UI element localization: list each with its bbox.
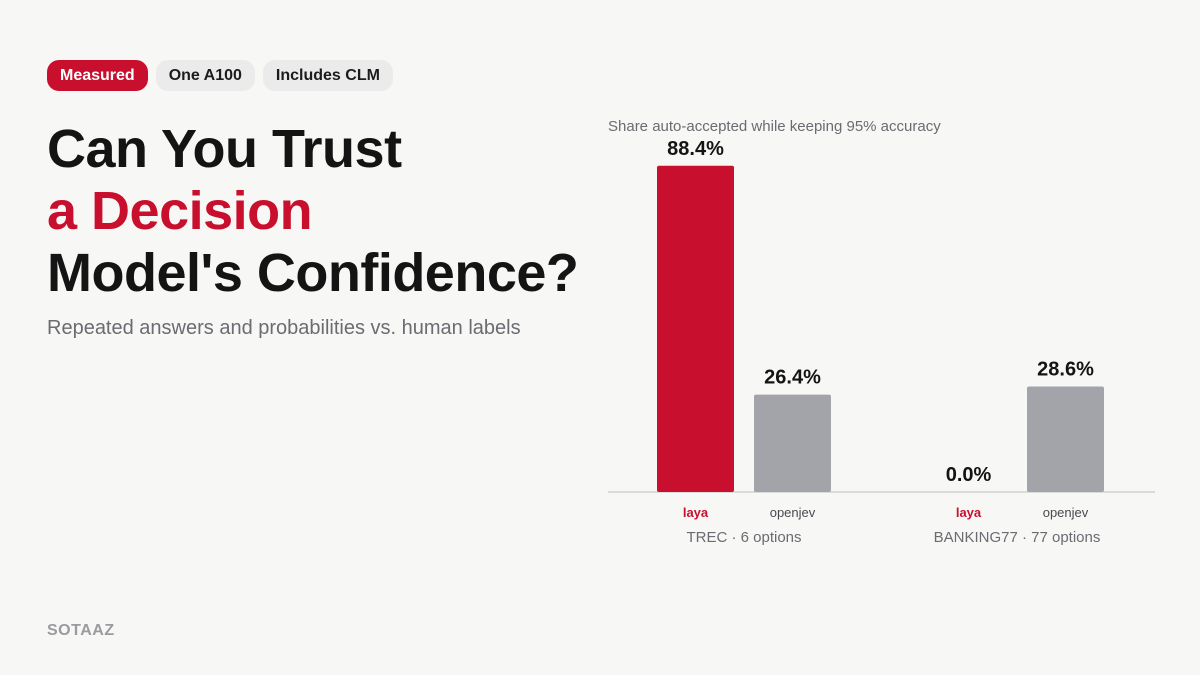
series-label-openjev-1: openjev <box>1043 505 1089 520</box>
series-label-laya-1: laya <box>956 505 982 520</box>
data-label-laya-1: 0.0% <box>946 464 992 486</box>
brand-label: SOTAAZ <box>47 622 115 639</box>
bar-openjev-0 <box>754 394 831 492</box>
data-label-openjev-1: 28.6% <box>1037 358 1094 380</box>
title-line-3: Model's Confidence? <box>47 243 579 303</box>
bar-laya-0 <box>657 165 734 492</box>
chart-marks: 88.4% laya 26.4% openjev TREC · 6 options 0.0… <box>608 138 1155 546</box>
badge-measured: Measured <box>47 60 148 91</box>
bar-openjev-1 <box>1027 386 1104 492</box>
badge-includes-clm: Includes CLM <box>262 60 393 91</box>
series-label-openjev-0: openjev <box>770 505 816 520</box>
series-label-laya-0: laya <box>683 505 709 520</box>
badge-row: Measured One A100 Includes CLM <box>47 60 393 91</box>
chart-title: Share auto-accepted while keeping 95% ac… <box>608 118 941 135</box>
category-label-0: TREC · 6 options <box>686 529 801 546</box>
title-line-2: a Decision <box>47 181 313 241</box>
category-label-1: BANKING77 · 77 options <box>934 529 1101 546</box>
page-title: Can You Trust a Decision Model's Confide… <box>47 118 579 304</box>
data-label-laya-0: 88.4% <box>667 138 724 160</box>
title-line-1: Can You Trust <box>47 119 402 179</box>
data-label-openjev-0: 26.4% <box>764 367 821 389</box>
page-subtitle: Repeated answers and probabilities vs. h… <box>47 317 521 339</box>
badge-one-a100: One A100 <box>155 60 255 91</box>
